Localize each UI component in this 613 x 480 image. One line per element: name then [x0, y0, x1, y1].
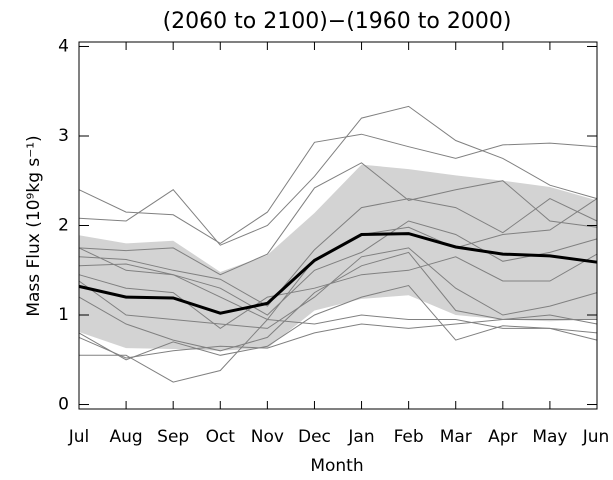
spread-band	[79, 164, 597, 351]
model-line	[78, 105, 598, 246]
y-tick-label: 4	[58, 36, 69, 56]
y-tick-label: 0	[58, 395, 69, 415]
y-tick-label: 1	[58, 305, 69, 325]
x-tick-label: Oct	[206, 427, 236, 447]
mean-line	[78, 232, 598, 315]
model-line	[78, 220, 598, 316]
model-line	[78, 247, 598, 329]
x-tick-label: Aug	[109, 427, 142, 447]
model-line	[78, 284, 598, 361]
model-line	[78, 133, 598, 244]
x-tick-label: Dec	[298, 427, 331, 447]
x-tick-label: Jun	[582, 427, 610, 447]
model-line	[79, 314, 598, 383]
x-tick-label: Apr	[488, 427, 517, 447]
x-tick-label: Jul	[68, 427, 90, 447]
x-tick-label: Jan	[347, 427, 374, 447]
x-axis-label: Month	[310, 456, 363, 476]
y-tick-label: 2	[58, 216, 69, 236]
x-tick-label: May	[532, 427, 567, 447]
model-line	[78, 198, 598, 307]
x-tick-label: Feb	[394, 427, 424, 447]
model-line	[78, 253, 598, 330]
x-tick-label: Nov	[251, 427, 284, 447]
model-line	[78, 314, 598, 359]
y-tick-label: 3	[58, 126, 69, 146]
x-tick-label: Mar	[440, 427, 472, 447]
x-tick-label: Sep	[157, 427, 189, 447]
chart-title: (2060 to 2100)−(1960 to 2000)	[163, 9, 512, 34]
y-axis-label: Mass Flux (10⁹kg s⁻¹)	[24, 135, 44, 316]
model-line	[78, 162, 598, 276]
model-line	[78, 251, 597, 352]
